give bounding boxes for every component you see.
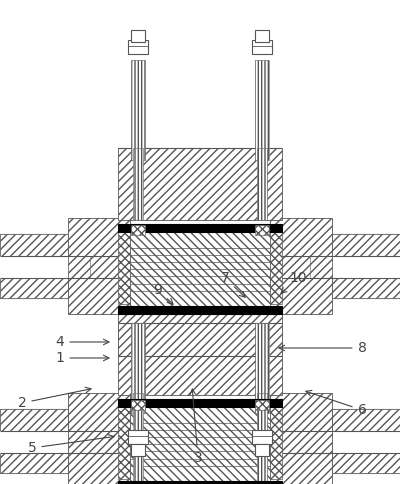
Bar [118,312,282,356]
Bar [0,234,68,298]
Bar [332,409,400,431]
Text: 7: 7 [221,271,245,297]
Bar [257,393,267,484]
Bar [0,256,68,278]
Bar [118,306,282,314]
Bar [332,256,400,278]
Text: 3: 3 [190,389,202,465]
Bar [0,409,68,431]
Bar [332,234,400,298]
Bar [131,30,145,42]
Bar [118,399,282,407]
Text: 8: 8 [279,341,366,355]
Text: 10: 10 [281,271,307,293]
Bar [332,278,400,298]
Bar [118,323,282,395]
Bar [255,323,269,413]
Bar [255,444,269,456]
Bar [131,400,145,410]
Bar [332,431,400,453]
Bar [68,393,130,484]
Text: 4: 4 [56,335,109,349]
Bar [128,40,148,54]
Bar [133,148,143,220]
Bar [270,407,282,479]
Bar [0,278,68,298]
Bar [130,407,270,484]
Bar [252,430,272,444]
Bar [255,60,269,160]
Bar [257,148,267,220]
Bar [131,60,145,160]
Bar [255,225,269,235]
Bar [118,232,130,304]
Text: 5: 5 [28,435,114,455]
Bar [270,393,332,484]
Polygon shape [310,256,332,278]
Bar [131,225,145,235]
Bar [332,409,400,473]
Bar [131,444,145,456]
Text: 6: 6 [306,391,366,417]
Polygon shape [68,256,90,278]
Bar [68,218,130,314]
Bar [255,400,269,410]
Bar [332,234,400,256]
Bar [0,409,68,473]
Bar [0,234,68,256]
Bar [118,148,282,220]
Bar [270,232,282,304]
Text: 1: 1 [56,351,109,365]
Bar [131,323,145,413]
Text: 9: 9 [154,283,173,304]
Bar [255,30,269,42]
Bar [118,407,130,479]
Bar [0,431,68,453]
Bar [133,393,143,484]
Text: 2: 2 [18,387,91,410]
Bar [130,232,270,310]
Bar [332,453,400,473]
Bar [128,430,148,444]
Bar [0,453,68,473]
Bar [270,218,332,314]
Bar [118,481,282,484]
Bar [252,40,272,54]
Bar [118,224,282,232]
